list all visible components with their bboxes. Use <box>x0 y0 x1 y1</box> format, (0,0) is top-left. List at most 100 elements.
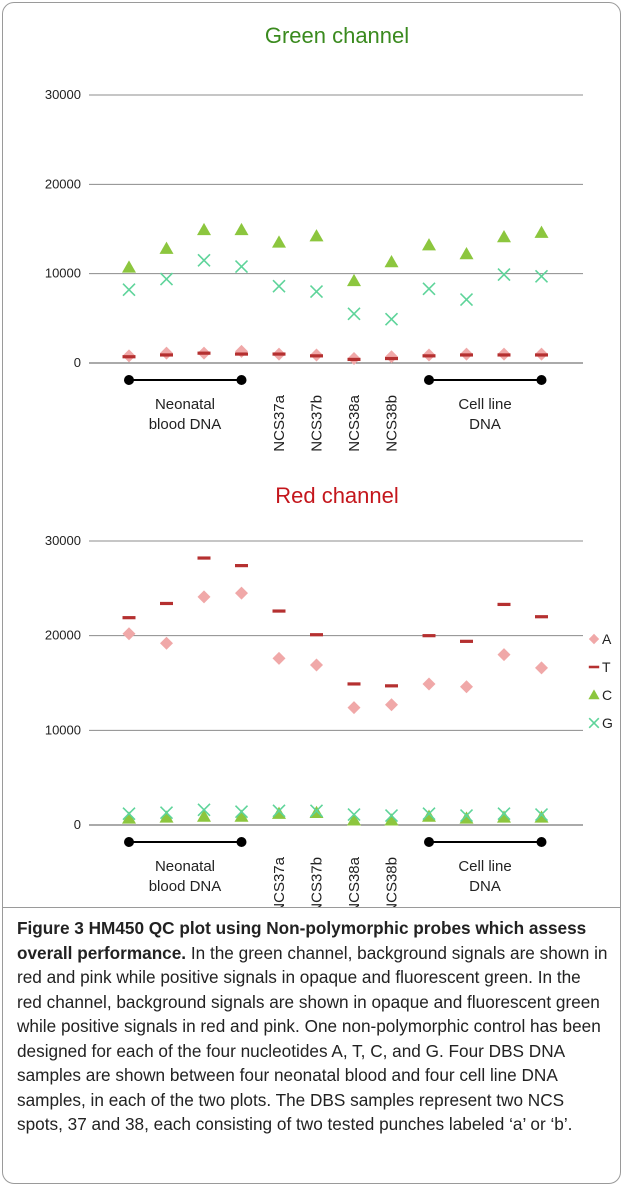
green-neonatal-bracket-end <box>236 375 247 385</box>
green-point-C <box>197 222 211 236</box>
red-y-tick-label: 20000 <box>45 628 81 643</box>
green-point-A <box>160 346 173 360</box>
red-point-C <box>459 811 474 824</box>
red-point-C <box>159 810 174 823</box>
red-point-A <box>310 658 323 672</box>
red-point-T <box>197 556 211 560</box>
green-point-C <box>309 229 324 242</box>
red-point-T <box>235 564 248 568</box>
red-point-G <box>497 807 511 821</box>
green-point-G <box>122 283 136 297</box>
green-point-A <box>385 350 398 364</box>
green-neonatal-label: blood DNA <box>149 416 222 433</box>
green-point-C <box>534 225 549 238</box>
red-point-C <box>497 810 511 823</box>
green-cell-line-label: Cell line <box>458 396 511 413</box>
green-point-T <box>535 353 548 357</box>
legend-label-C: C <box>602 687 612 703</box>
red-point-T <box>272 609 286 613</box>
red-y-tick-label: 0 <box>74 817 81 832</box>
red-ncs-label: NCS38a <box>346 856 363 907</box>
green-point-C <box>422 238 436 251</box>
red-point-C <box>234 809 249 822</box>
green-neonatal-label: Neonatal <box>155 396 215 413</box>
green-point-G <box>497 267 511 282</box>
red-point-T <box>422 634 436 638</box>
red-cell-line-label: Cell line <box>458 858 511 875</box>
red-point-G <box>272 804 286 818</box>
figure-caption: Figure 3 HM450 QC plot using Non-polymor… <box>17 916 609 1137</box>
chart-panel: Green channel 0 10000 20000 30000 Neonatal blo… <box>3 3 620 914</box>
green-point-G <box>347 307 361 321</box>
legend-marker-C <box>588 689 600 700</box>
red-point-T <box>122 616 136 620</box>
green-point-T <box>235 352 248 356</box>
green-ncs-label: NCS38a <box>346 394 363 451</box>
red-point-A <box>160 636 173 650</box>
green-point-T <box>310 354 323 358</box>
legend-label-G: G <box>602 715 613 731</box>
red-point-C <box>122 811 136 824</box>
red-point-G <box>122 807 136 821</box>
green-point-G <box>384 312 399 326</box>
green-point-C <box>234 222 249 236</box>
green-point-T <box>122 355 136 359</box>
red-point-T <box>460 639 473 643</box>
caption-bold: Figure 3 HM450 QC plot using Non-polymor… <box>17 918 587 963</box>
legend-label-T: T <box>602 659 611 675</box>
green-point-G <box>534 269 549 283</box>
red-point-A <box>535 661 548 675</box>
red-point-A <box>272 651 286 665</box>
red-ncs-label: NCS38b <box>384 857 401 907</box>
legend-label-A: A <box>602 631 612 647</box>
green-y-tick-label: 0 <box>74 355 81 370</box>
green-ncs-label: NCS38b <box>384 395 401 452</box>
red-point-G <box>347 808 361 822</box>
red-point-G <box>422 807 436 821</box>
legend-marker-T <box>588 665 600 669</box>
red-point-G <box>159 806 174 820</box>
green-point-A <box>235 344 248 358</box>
red-cell-line-bracket-end <box>536 837 547 847</box>
green-y-tick-label: 10000 <box>45 266 81 281</box>
red-point-C <box>534 810 549 823</box>
green-ncs-label: NCS37a <box>271 394 288 451</box>
red-neonatal-bracket-end <box>236 837 247 847</box>
red-ncs-label: NCS37a <box>271 856 288 907</box>
red-cell-line-label: DNA <box>469 878 501 895</box>
green-point-C <box>272 235 286 248</box>
red-point-T <box>535 615 548 619</box>
green-point-T <box>160 353 173 357</box>
green-y-tick-label: 30000 <box>45 87 81 102</box>
red-point-G <box>197 803 211 817</box>
red-cell-line-bracket-end <box>424 837 434 847</box>
red-point-G <box>459 808 474 823</box>
red-ncs-label: NCS37b <box>309 857 326 907</box>
green-cell-line-bracket-end <box>536 375 547 385</box>
red-point-G <box>534 808 549 822</box>
green-point-T <box>460 353 473 357</box>
green-point-T <box>272 352 286 356</box>
red-point-C <box>422 809 436 822</box>
green-point-T <box>497 353 511 357</box>
red-y-tick-label: 30000 <box>45 533 81 548</box>
green-point-G <box>159 272 174 286</box>
red-neonatal-label: Neonatal <box>155 858 215 875</box>
red-point-A <box>422 677 436 691</box>
red-point-A <box>235 586 248 600</box>
green-neonatal-bracket-end <box>124 375 134 385</box>
green-point-G <box>309 284 324 299</box>
green-cell-line-label: DNA <box>469 416 501 433</box>
green-point-C <box>122 260 136 273</box>
red-point-C <box>197 809 211 822</box>
green-point-T <box>385 356 398 361</box>
green-point-G <box>272 279 286 293</box>
green-point-C <box>459 247 474 260</box>
legend-marker-G <box>588 717 600 729</box>
red-chart-title: Red channel <box>275 483 399 508</box>
red-neonatal-bracket-end <box>124 837 134 847</box>
green-point-C <box>384 255 399 268</box>
green-point-C <box>347 273 361 287</box>
green-ncs-label: NCS37b <box>309 395 326 452</box>
